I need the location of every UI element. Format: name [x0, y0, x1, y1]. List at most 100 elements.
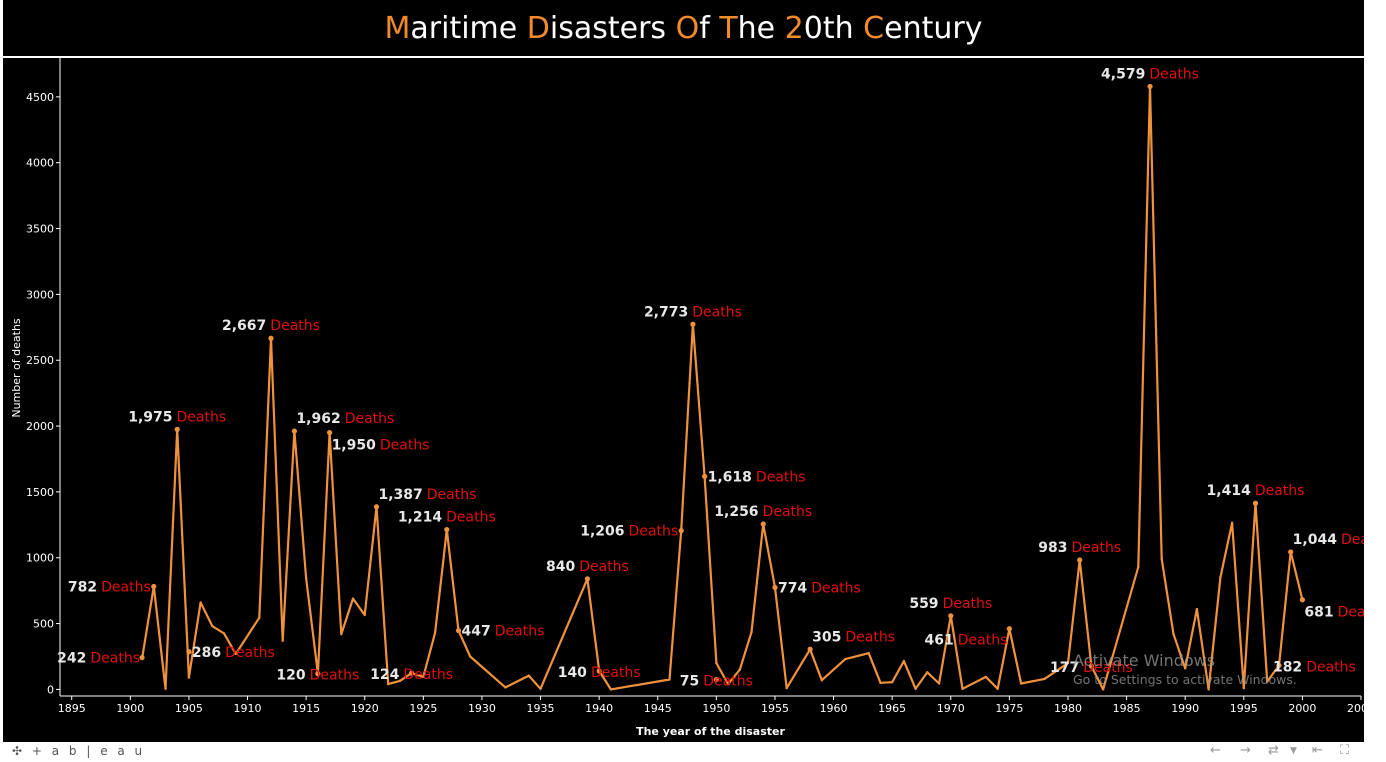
data-label-value: 447	[462, 624, 491, 640]
labeled-point-marker	[186, 649, 192, 655]
x-tick-label: 1990	[1171, 702, 1199, 715]
y-tick-label: 1000	[26, 552, 54, 565]
data-point	[1019, 682, 1023, 685]
undo-icon[interactable]: ←	[1210, 743, 1221, 758]
labeled-point-marker	[1147, 83, 1153, 90]
labeled-point-marker	[1006, 626, 1012, 632]
title-initial: D	[526, 10, 550, 46]
title-text: 0th	[803, 10, 864, 46]
data-point	[340, 632, 343, 636]
y-tick-label: 2000	[26, 420, 54, 433]
data-label-suffix: Deaths	[811, 580, 861, 596]
line-chart[interactable]: 0 500 1000 1500 2000 2500 3000 3500 4000 4500 1895…	[3, 58, 1364, 742]
data-label-suffix: Deaths	[763, 504, 813, 520]
x-tick-label: 1945	[644, 702, 672, 715]
data-label-value: 1,256	[714, 504, 758, 520]
data-label-value: 983	[1038, 540, 1067, 556]
data-point	[785, 686, 788, 690]
data-label: 1,206 Deaths	[580, 524, 678, 540]
data-label: 1,414 Deaths	[1207, 483, 1305, 499]
labeled-point-marker	[1252, 500, 1259, 506]
labeled-point-marker	[584, 576, 591, 582]
data-label-value: 177	[1050, 660, 1079, 676]
title-initial: 2	[784, 10, 804, 46]
x-tick-label: 1995	[1230, 702, 1258, 715]
data-label: 2,667 Deaths	[222, 318, 320, 334]
data-point	[996, 687, 999, 690]
data-label-suffix: Deaths	[692, 304, 742, 320]
data-label-value: 140	[558, 665, 587, 681]
title-initial: O	[675, 10, 700, 46]
data-point	[1172, 632, 1175, 636]
y-tick-label: 4500	[26, 91, 54, 104]
data-label-suffix: Deaths	[1341, 532, 1364, 548]
x-tick-label: 1935	[527, 702, 555, 715]
data-label-value: 286	[192, 645, 221, 661]
data-label-value: 1,414	[1207, 483, 1252, 499]
data-label-suffix: Deaths	[703, 674, 753, 690]
data-point	[984, 675, 988, 679]
data-point	[668, 678, 671, 681]
data-label-value: 461	[925, 633, 954, 649]
data-point	[351, 597, 355, 600]
data-point	[258, 616, 261, 619]
data-label: 2,773 Deaths	[644, 304, 742, 320]
labeled-point-marker	[772, 584, 778, 591]
labeled-point-marker	[760, 521, 766, 527]
data-label-suffix: Deaths	[756, 469, 806, 485]
series-line	[140, 85, 1304, 691]
data-point	[187, 676, 191, 679]
fullscreen-icon[interactable]: ⛶	[1340, 743, 1350, 758]
data-point	[1207, 688, 1210, 691]
data-point	[1230, 521, 1234, 525]
data-point	[844, 657, 847, 661]
data-label-value: 782	[68, 579, 97, 595]
labeled-point-marker	[373, 504, 380, 510]
revert-icon[interactable]: ⇄	[1268, 743, 1279, 758]
data-label: 461 Deaths	[925, 633, 1008, 649]
labeled-point-marker	[596, 668, 602, 674]
data-label-suffix: Deaths	[345, 411, 395, 427]
data-label-suffix: Deaths	[225, 645, 275, 661]
title-text: he	[737, 10, 785, 46]
data-point	[527, 674, 531, 677]
data-label-value: 1,618	[708, 469, 752, 485]
x-tick-label: 1925	[409, 702, 437, 715]
labeled-point-marker	[326, 430, 333, 436]
data-label-suffix: Deaths	[958, 633, 1008, 649]
y-tick-label: 1500	[26, 486, 54, 499]
data-label: 182 Deaths	[1273, 659, 1356, 675]
data-label-suffix: Deaths	[1255, 483, 1305, 499]
data-label-suffix: Deaths	[1149, 66, 1199, 82]
labeled-point-marker	[1077, 557, 1083, 563]
data-label: 242 Deaths	[57, 651, 140, 667]
y-tick-label: 3000	[26, 288, 54, 301]
x-tick-label: 1980	[1054, 702, 1082, 715]
data-point	[961, 687, 964, 690]
x-tick-label: 1895	[58, 702, 86, 715]
data-point	[222, 632, 226, 635]
redo-icon[interactable]: →	[1240, 743, 1251, 758]
data-point	[304, 576, 308, 580]
data-point	[867, 652, 870, 655]
data-label-suffix: Deaths	[1338, 605, 1364, 621]
y-tick-label: 0	[47, 683, 54, 696]
title-text: isasters	[549, 10, 676, 46]
collapse-left-icon[interactable]: ⇤	[1312, 743, 1323, 758]
labeled-point-marker	[678, 528, 684, 534]
labeled-point-marker	[702, 473, 708, 479]
data-label: 1,975 Deaths	[128, 409, 226, 425]
data-label-value: 124	[370, 667, 399, 683]
data-point	[164, 687, 167, 690]
data-label-value: 75	[680, 674, 699, 690]
data-label-value: 1,975	[128, 409, 172, 425]
x-tick-label: 1950	[702, 702, 730, 715]
data-label-value: 1,950	[332, 438, 377, 454]
labeled-point-marker	[1276, 662, 1282, 669]
title-bar: Maritime Disasters Of The 20th Century	[3, 0, 1364, 56]
data-label: 782 Deaths	[68, 579, 151, 595]
tableau-logo[interactable]: ✣ + a b | e a u	[12, 744, 146, 758]
revert-menu-chevron-icon[interactable]: ▼	[1290, 746, 1297, 756]
data-point	[1066, 661, 1070, 665]
x-tick-label: 2000	[1288, 702, 1316, 715]
